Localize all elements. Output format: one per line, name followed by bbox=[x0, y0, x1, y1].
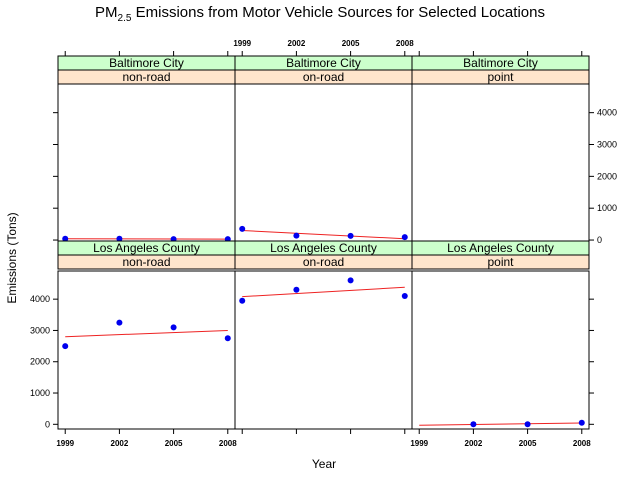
data-point bbox=[347, 232, 354, 239]
strip-type-label: on-road bbox=[303, 70, 344, 84]
y-axis-title: Emissions (Tons) bbox=[5, 212, 19, 303]
data-point bbox=[401, 234, 408, 241]
data-point bbox=[401, 293, 408, 300]
panel-frame bbox=[411, 270, 590, 430]
data-point bbox=[239, 225, 246, 232]
x-tick-label: 2005 bbox=[342, 39, 360, 48]
y-tick-label: 4000 bbox=[30, 294, 50, 304]
strip-city-label: Los Angeles County bbox=[270, 241, 377, 255]
strip-city-label: Baltimore City bbox=[109, 56, 184, 70]
data-point bbox=[578, 419, 585, 426]
x-tick-label: 1999 bbox=[233, 39, 251, 48]
regression-line bbox=[242, 229, 405, 240]
x-tick-label: 2002 bbox=[111, 439, 129, 448]
regression-line bbox=[419, 422, 582, 426]
regression-line bbox=[242, 286, 405, 298]
x-tick-label: 1999 bbox=[56, 439, 74, 448]
strip-type-label: point bbox=[487, 70, 514, 84]
data-point bbox=[293, 286, 300, 293]
x-tick-label: 2008 bbox=[396, 39, 414, 48]
panel-frame bbox=[234, 270, 413, 430]
strip-type-bg bbox=[411, 254, 590, 270]
strip-type-label: non-road bbox=[122, 255, 170, 269]
data-point bbox=[170, 324, 177, 331]
data-point bbox=[293, 232, 300, 239]
data-point bbox=[62, 343, 69, 350]
y-tick-label: 4000 bbox=[597, 108, 617, 118]
strip-city-label: Los Angeles County bbox=[447, 241, 554, 255]
strip-city-label: Baltimore City bbox=[463, 56, 538, 70]
panel-frame bbox=[57, 83, 236, 242]
x-tick-label: 2008 bbox=[219, 439, 237, 448]
data-point bbox=[470, 421, 477, 428]
x-tick-label: 2005 bbox=[519, 439, 537, 448]
x-tick-label: 2008 bbox=[573, 439, 591, 448]
y-tick-label: 3000 bbox=[597, 140, 617, 150]
data-point bbox=[347, 277, 354, 284]
strip-type-label: non-road bbox=[122, 70, 170, 84]
y-tick-label: 2000 bbox=[597, 171, 617, 181]
strip-city-label: Baltimore City bbox=[286, 56, 361, 70]
y-tick-label: 3000 bbox=[30, 325, 50, 335]
y-tick-label: 1000 bbox=[597, 203, 617, 213]
x-tick-label: 2002 bbox=[288, 39, 306, 48]
panel-frame bbox=[57, 270, 236, 430]
strip-type-label: on-road bbox=[303, 255, 344, 269]
regression-line bbox=[65, 329, 228, 338]
x-tick-label: 2005 bbox=[165, 439, 183, 448]
data-point bbox=[239, 297, 246, 304]
y-tick-label: 2000 bbox=[30, 357, 50, 367]
data-point bbox=[224, 335, 231, 342]
data-point bbox=[62, 235, 69, 242]
panel-frame bbox=[411, 83, 590, 242]
y-tick-label: 1000 bbox=[30, 388, 50, 398]
strip-city-label: Los Angeles County bbox=[93, 241, 200, 255]
data-point bbox=[524, 421, 531, 428]
y-tick-label: 0 bbox=[45, 419, 50, 429]
x-tick-label: 2002 bbox=[465, 439, 483, 448]
panel-frame bbox=[234, 83, 413, 242]
data-point bbox=[116, 235, 123, 242]
x-axis-title: Year bbox=[312, 457, 336, 471]
data-point bbox=[116, 319, 123, 326]
y-tick-label: 0 bbox=[597, 235, 602, 245]
strip-type-label: point bbox=[487, 255, 514, 269]
x-tick-label: 1999 bbox=[410, 439, 428, 448]
chart-title: PM2.5 Emissions from Motor Vehicle Sourc… bbox=[95, 4, 545, 24]
